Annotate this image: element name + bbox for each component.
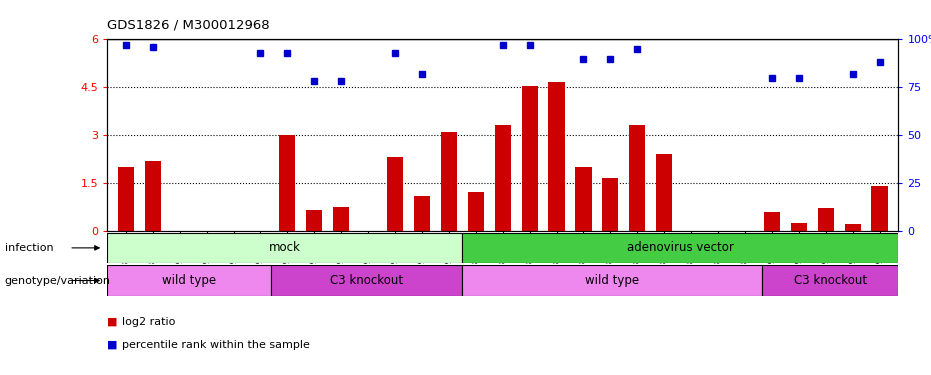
Bar — [107, 265, 271, 296]
Text: ■: ■ — [107, 317, 117, 327]
Bar — [271, 265, 462, 296]
Text: genotype/variation: genotype/variation — [5, 276, 111, 285]
Bar — [467, 192, 484, 231]
Text: C3 knockout: C3 knockout — [330, 274, 403, 287]
Bar — [387, 158, 403, 231]
Text: log2 ratio: log2 ratio — [122, 317, 175, 327]
Text: ■: ■ — [107, 340, 117, 350]
Bar — [575, 167, 591, 231]
Text: wild type: wild type — [585, 274, 639, 287]
Text: C3 knockout: C3 knockout — [793, 274, 867, 287]
Bar — [306, 210, 322, 231]
Bar — [629, 125, 645, 231]
Bar — [817, 209, 834, 231]
Bar — [763, 211, 780, 231]
Bar — [279, 135, 295, 231]
Bar — [844, 224, 861, 231]
Bar — [118, 167, 134, 231]
Bar — [871, 186, 887, 231]
Text: adenovirus vector: adenovirus vector — [627, 242, 734, 254]
Bar — [548, 82, 564, 231]
Bar — [762, 265, 898, 296]
Bar — [494, 125, 511, 231]
Bar — [656, 154, 672, 231]
Text: mock: mock — [268, 242, 301, 254]
Bar — [521, 86, 538, 231]
Text: infection: infection — [5, 243, 53, 253]
Bar — [462, 232, 898, 263]
Bar — [144, 160, 161, 231]
Bar — [441, 132, 457, 231]
Bar — [602, 178, 618, 231]
Text: wild type: wild type — [162, 274, 216, 287]
Bar — [107, 232, 462, 263]
Bar — [414, 196, 430, 231]
Text: percentile rank within the sample: percentile rank within the sample — [122, 340, 310, 350]
Bar — [333, 207, 349, 231]
Bar — [790, 223, 807, 231]
Bar — [462, 265, 762, 296]
Text: GDS1826 / M300012968: GDS1826 / M300012968 — [107, 19, 270, 32]
